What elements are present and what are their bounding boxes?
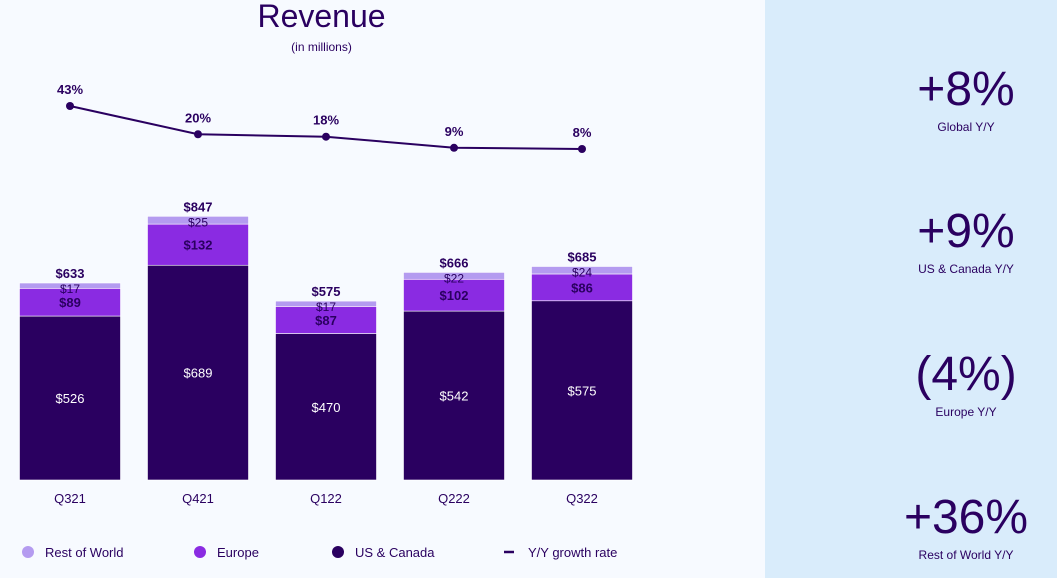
growth-rate-label: 20% [185, 110, 211, 125]
bar-label-us-canada: $575 [568, 383, 597, 398]
bar-label-us-canada: $470 [312, 400, 341, 415]
growth-rate-label: 8% [573, 125, 592, 140]
bar-rest-of-world-q222 [403, 272, 505, 280]
x-tick-label: Q421 [182, 491, 214, 506]
bar-label-rest-of-world: $24 [572, 265, 592, 279]
growth-rate-point [66, 102, 74, 110]
bar-total-label: $685 [568, 249, 597, 264]
kpi-europe-value: (4%) [915, 348, 1017, 401]
bar-label-rest-of-world: $22 [444, 271, 464, 285]
bar-label-europe: $102 [440, 288, 469, 303]
growth-rate-point [322, 132, 330, 141]
bar-label-us-canada: $542 [440, 389, 469, 404]
bar-label-europe: $87 [315, 313, 337, 328]
legend-label-us-canada: US & Canada [355, 545, 435, 560]
bar-label-rest-of-world: $25 [188, 215, 208, 229]
legend-label-rest-of-world: Rest of World [45, 545, 124, 560]
bar-us-canada-q421 [147, 264, 249, 481]
chart-subtitle: (in millions) [291, 40, 352, 54]
kpi-rest-of-world-label: Rest of World Y/Y [918, 548, 1014, 562]
growth-rate-point [578, 145, 586, 153]
bar-label-rest-of-world: $17 [60, 282, 80, 296]
bar-total-label: $847 [184, 199, 213, 214]
bar-label-europe: $89 [59, 295, 81, 310]
bar-europe-q321 [19, 288, 121, 317]
bar-total-label: $666 [440, 255, 469, 270]
legend-marker-europe [194, 546, 206, 558]
bar-label-us-canada: $526 [56, 391, 85, 406]
bar-rest-of-world-q122 [275, 300, 377, 307]
x-tick-label: Q322 [566, 491, 598, 506]
legend-marker-us-canada [332, 546, 344, 558]
bar-us-canada-q222 [403, 310, 505, 481]
bar-europe-q421 [147, 223, 249, 266]
x-tick-label: Q122 [310, 491, 342, 506]
bar-label-europe: $132 [184, 238, 213, 253]
kpi-panel: +8% Global Y/Y +9% US & Canada Y/Y (4%) … [765, 0, 1057, 578]
growth-rate-label: 43% [57, 82, 83, 97]
bar-total-label: $633 [56, 266, 85, 281]
kpi-rest-of-world: +36% Rest of World Y/Y [765, 491, 1057, 563]
kpi-us-canada-value: +9% [917, 205, 1015, 258]
growth-rate-label: 9% [445, 124, 464, 139]
bar-rest-of-world-q421 [147, 216, 249, 225]
growth-rate-point [194, 130, 202, 139]
bar-label-us-canada: $689 [184, 366, 213, 381]
growth-rate-point [450, 143, 458, 152]
growth-rate-label: 18% [313, 113, 339, 128]
revenue-chart: $526$89$17$633Q321$689$132$25$847Q421$47… [19, 82, 633, 560]
kpi-global-label: Global Y/Y [937, 120, 995, 134]
bar-us-canada-q322 [531, 300, 633, 481]
bar-rest-of-world-q321 [19, 282, 121, 289]
chart-title: Revenue [257, 0, 386, 34]
bar-us-canada-q122 [275, 333, 377, 481]
x-tick-label: Q321 [54, 491, 86, 506]
kpi-europe-label: Europe Y/Y [935, 405, 997, 419]
kpi-us-canada: +9% US & Canada Y/Y [765, 205, 1057, 277]
kpi-global-value: +8% [917, 63, 1015, 116]
bar-total-label: $575 [312, 284, 341, 299]
bar-label-europe: $86 [571, 280, 593, 295]
kpi-europe: (4%) Europe Y/Y [765, 348, 1057, 420]
x-tick-label: Q222 [438, 491, 470, 506]
legend-marker-rest-of-world [22, 546, 34, 558]
kpi-rest-of-world-value: +36% [903, 491, 1029, 544]
bar-label-rest-of-world: $17 [316, 300, 336, 314]
bar-europe-q322 [531, 273, 633, 302]
bar-rest-of-world-q322 [531, 266, 633, 275]
kpi-global: +8% Global Y/Y [765, 63, 1057, 135]
legend-label-europe: Europe [217, 545, 259, 560]
kpi-us-canada-label: US & Canada Y/Y [918, 262, 1014, 276]
legend-label-y-y-growth-rate: Y/Y growth rate [528, 545, 617, 560]
bar-us-canada-q321 [19, 315, 121, 481]
bar-europe-q222 [403, 278, 505, 312]
